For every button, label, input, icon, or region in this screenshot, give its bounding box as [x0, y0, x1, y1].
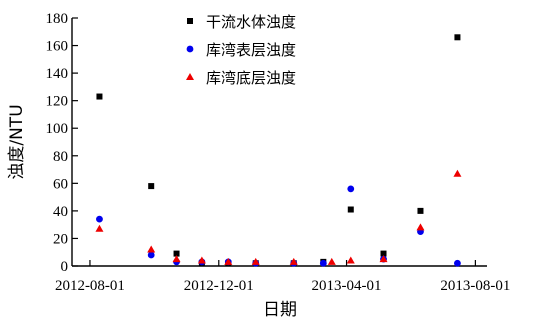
- y-tick-label-140: 140: [46, 66, 69, 82]
- series-2-point-12: [454, 259, 461, 267]
- legend-marker-2: [186, 45, 194, 53]
- series-1-point-11: [417, 207, 424, 214]
- y-tick-label-60: 60: [53, 176, 68, 192]
- series-1-point-10: [380, 250, 387, 257]
- series-2-point-2: [147, 251, 155, 259]
- series-3-point-1: [95, 224, 104, 232]
- legend-label-3: 库湾底层浊度: [206, 69, 296, 87]
- y-axis-title: 浊度/NTU: [7, 104, 27, 179]
- series-3-point-5: [224, 257, 233, 265]
- series-3-point-10: [379, 255, 388, 263]
- series-3-point-8: [327, 257, 336, 265]
- series-3-point-2: [147, 245, 156, 253]
- legend-marker-3: [186, 73, 194, 80]
- series-3-point-4: [197, 256, 206, 264]
- x-tick-label-2013-04-01: 2013-04-01: [312, 278, 382, 294]
- series-2-point-8: [319, 259, 327, 267]
- x-axis-title: 日期: [263, 300, 297, 320]
- y-tick-label-180: 180: [46, 11, 69, 27]
- y-tick-label-120: 120: [46, 94, 69, 110]
- series-2-point-1: [96, 215, 103, 223]
- x-tick-label-2012-08-01: 2012-08-01: [55, 278, 125, 294]
- series-3-point-9: [346, 256, 355, 264]
- y-tick-label-40: 40: [53, 204, 68, 220]
- y-tick-label-100: 100: [46, 121, 69, 137]
- series-3-point-12: [453, 169, 462, 177]
- series-3-point-7: [289, 257, 298, 265]
- series-3-point-6: [251, 257, 260, 265]
- series-1-point-12: [454, 34, 461, 41]
- y-tick-label-20: 20: [53, 231, 68, 247]
- series-1-point-1: [96, 93, 103, 100]
- y-tick-label-0: 0: [61, 259, 69, 275]
- x-tick-label-2012-12-01: 2012-12-01: [184, 278, 254, 294]
- series-1-point-2: [148, 183, 155, 190]
- y-tick-label-160: 160: [46, 39, 69, 55]
- y-tick-label-80: 80: [53, 149, 68, 165]
- series-3-point-11: [416, 223, 425, 231]
- legend-label-1: 干流水体浊度: [206, 13, 296, 31]
- series-2-point-9: [347, 185, 355, 193]
- series-1-point-3: [173, 250, 180, 257]
- legend-label-2: 库湾表层浊度: [206, 41, 296, 59]
- x-tick-label-2013-08-01: 2013-08-01: [440, 278, 510, 294]
- series-3-point-3: [172, 255, 181, 263]
- legend-marker-1: [187, 18, 193, 24]
- series-1-point-9: [347, 206, 354, 213]
